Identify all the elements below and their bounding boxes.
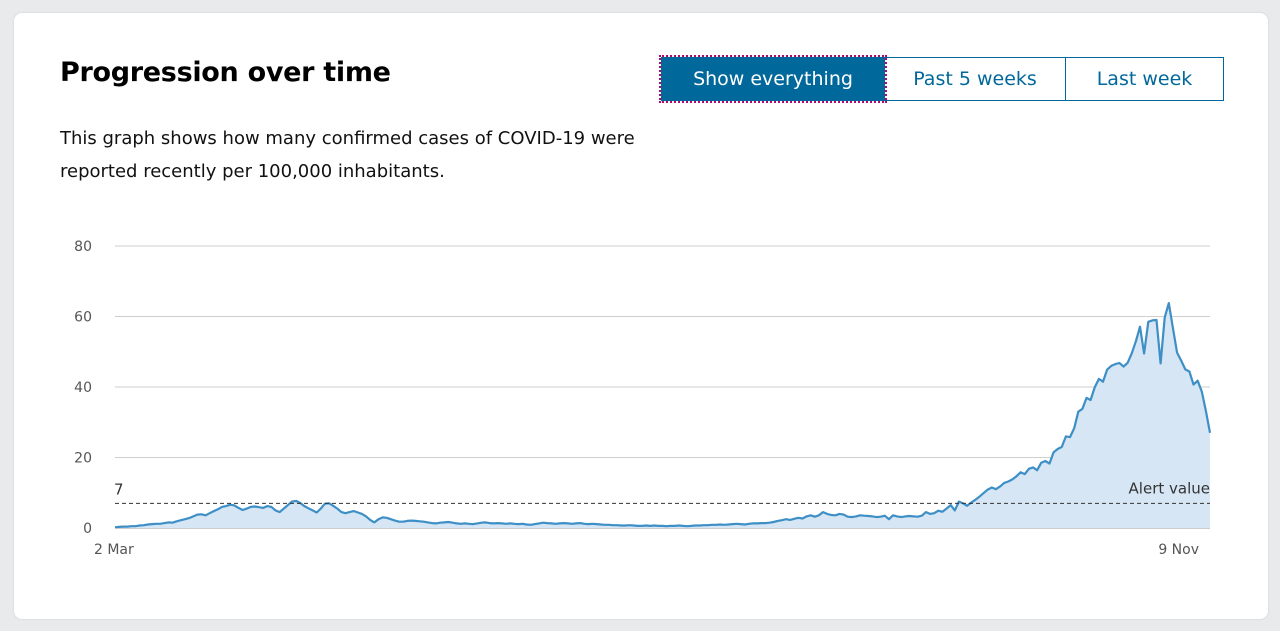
y-tick-label: 40 — [74, 380, 92, 396]
page-title: Progression over time — [60, 57, 391, 88]
area-fill — [115, 303, 1210, 528]
x-end-label: 9 Nov — [1158, 542, 1199, 558]
series-line — [114, 302, 1212, 529]
range-toggle: Show everything Past 5 weeks Last week — [659, 55, 1224, 103]
y-tick-label: 20 — [74, 451, 92, 467]
chart-card: Progression over time This graph shows h… — [14, 13, 1268, 619]
y-tick-label: 60 — [74, 310, 92, 326]
alert-value-label: Alert value — [1129, 479, 1210, 497]
last-week-button[interactable]: Last week — [1066, 57, 1224, 101]
line-chart: 0 20 40 60 80 7 Alert value 2 Mar 9 Nov — [74, 239, 1212, 558]
y-tick-label: 0 — [83, 521, 92, 537]
chart-description: This graph shows how many confirmed case… — [60, 128, 635, 182]
past-5-weeks-button[interactable]: Past 5 weeks — [885, 57, 1066, 101]
threshold-value-label: 7 — [114, 480, 124, 498]
x-start-label: 2 Mar — [94, 542, 134, 558]
show-everything-button[interactable]: Show everything — [659, 55, 887, 103]
y-tick-label: 80 — [74, 239, 92, 255]
